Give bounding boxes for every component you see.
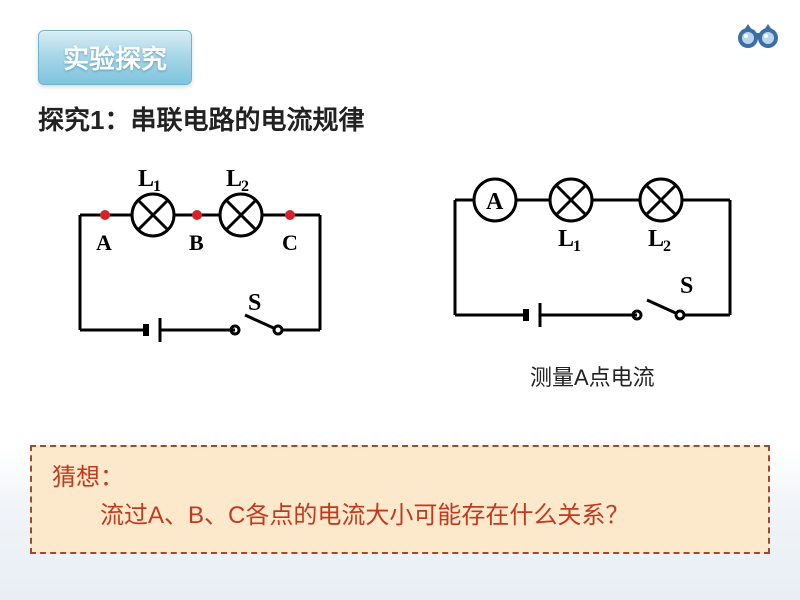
circuit-right: A L1 L2 S (430, 150, 760, 380)
circuit-left: L1 L2 A B C S (50, 160, 380, 390)
svg-text:S: S (248, 290, 261, 316)
svg-text:L: L (138, 166, 154, 192)
svg-text:A: A (96, 230, 112, 255)
svg-text:1: 1 (153, 178, 161, 195)
header-button: 实验探究 (38, 30, 192, 85)
header-button-label: 实验探究 (63, 44, 167, 74)
hypothesis-box: 猜想： 流过A、B、C各点的电流大小可能存在什么关系？ (30, 445, 770, 554)
diagram-area: L1 L2 A B C S (0, 160, 800, 420)
subtitle: 探究1：串联电路的电流规律 (38, 100, 364, 137)
svg-text:L: L (648, 226, 664, 252)
svg-text:B: B (189, 230, 204, 255)
svg-text:C: C (282, 230, 298, 255)
circuit-right-caption: 测量A点电流 (530, 360, 655, 392)
svg-text:S: S (680, 273, 693, 299)
svg-text:A: A (486, 189, 504, 215)
hypothesis-title: 猜想： (52, 459, 748, 497)
svg-text:2: 2 (663, 238, 671, 255)
svg-text:L: L (226, 166, 242, 192)
svg-text:1: 1 (573, 238, 581, 255)
svg-text:2: 2 (241, 178, 249, 195)
svg-text:L: L (558, 226, 574, 252)
hypothesis-body: 流过A、B、C各点的电流大小可能存在什么关系？ (52, 497, 748, 535)
binoculars-icon (736, 20, 780, 55)
